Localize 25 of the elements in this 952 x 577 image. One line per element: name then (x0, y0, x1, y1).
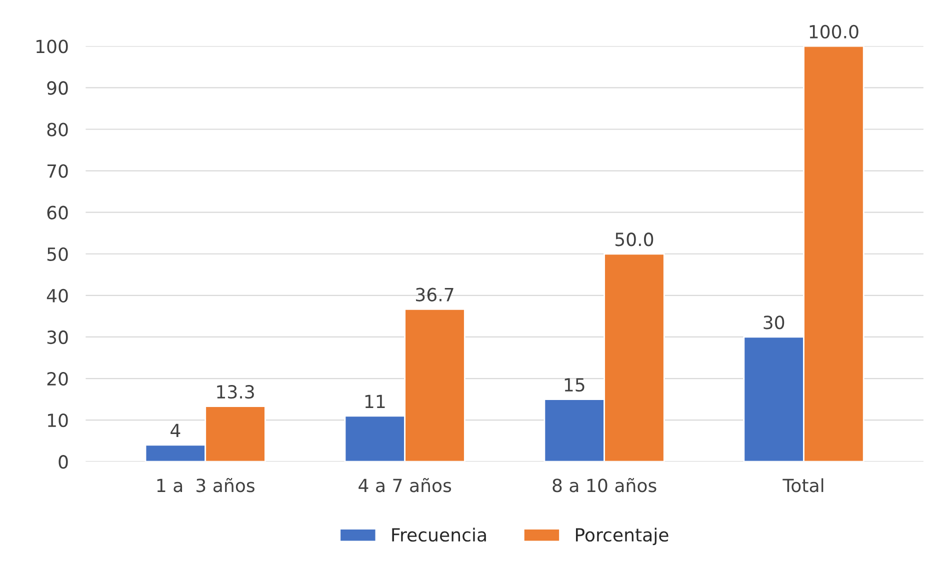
x-tick-label: 8 a 10 años (552, 478, 656, 492)
x-tick-label: 4 a 7 años (358, 478, 452, 492)
legend-label: Frecuencia (392, 528, 486, 542)
y-tick-label: 80 (47, 122, 68, 136)
x-tick-label: Total (782, 478, 824, 492)
y-tick-label: 70 (48, 164, 68, 178)
legend-label: Porcentaje (576, 528, 668, 546)
y-tick-label: 20 (47, 372, 68, 386)
y-tick-label: 40 (46, 288, 68, 303)
y-tick-label: 60 (47, 206, 68, 220)
data-label: 11 (365, 394, 385, 408)
y-tick-label: 50 (47, 247, 68, 261)
y-tick-label: 90 (47, 81, 68, 95)
y-tick-label: 100 (36, 40, 68, 54)
y-tick-label: 10 (48, 414, 68, 428)
data-label: 4 (170, 424, 180, 438)
x-tick-label: 1 a 3 años (157, 478, 254, 492)
y-tick-label: 0 (58, 455, 68, 469)
data-label: 13.3 (217, 385, 254, 399)
data-label: 15 (564, 378, 584, 392)
data-label: 50.0 (616, 232, 654, 246)
y-tick-label: 30 (47, 330, 68, 344)
data-label: 100.0 (810, 24, 858, 38)
data-label: 30 (764, 316, 784, 330)
data-label: 36.7 (416, 288, 454, 302)
